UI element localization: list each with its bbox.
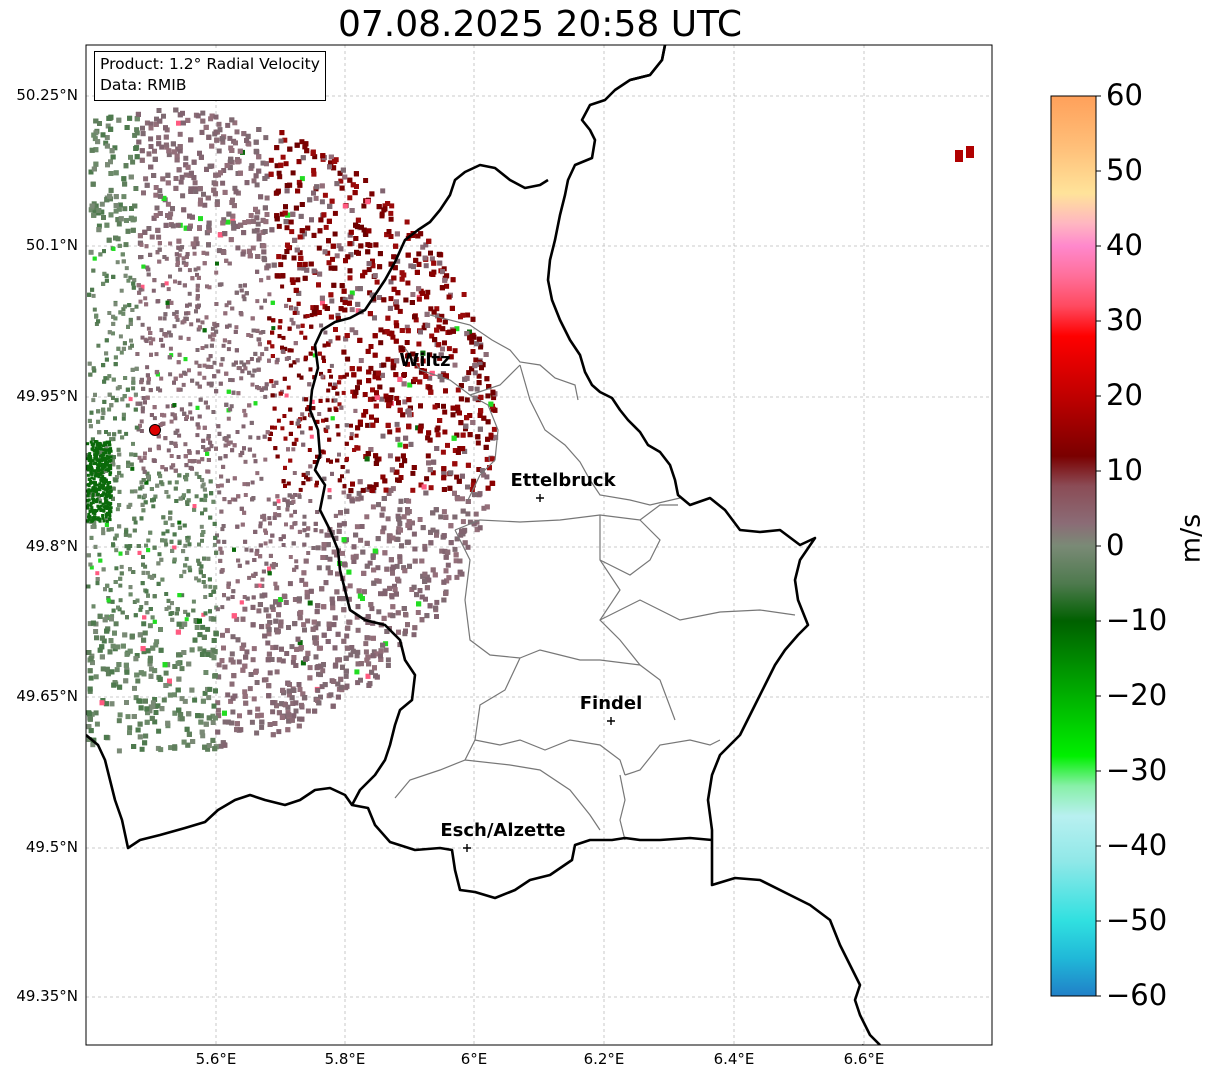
lat-label: 49.35°N bbox=[16, 987, 78, 1005]
colorbar-tick-label: −60 bbox=[1106, 978, 1168, 1012]
lon-label: 6.6°E bbox=[843, 1050, 885, 1068]
colorbar-tick-marks bbox=[1096, 95, 1101, 997]
city-label-ettelbruck: Ettelbruck bbox=[510, 470, 616, 491]
colorbar-tick-label: −30 bbox=[1106, 753, 1168, 787]
lon-label: 5.8°E bbox=[324, 1050, 366, 1068]
colorbar-tick-label: 40 bbox=[1106, 228, 1143, 262]
lat-label: 50.1°N bbox=[25, 236, 78, 254]
lon-label: 6.2°E bbox=[583, 1050, 625, 1068]
graticule bbox=[86, 45, 992, 1045]
radar-site-marker bbox=[149, 424, 161, 436]
lat-label: 49.8°N bbox=[25, 537, 78, 555]
city-markers bbox=[463, 494, 615, 852]
colorbar-tick-label: −50 bbox=[1106, 903, 1168, 937]
city-label-wiltz: Wiltz bbox=[399, 350, 451, 371]
city-marker bbox=[607, 717, 615, 725]
colorbar-tick-label: 10 bbox=[1106, 453, 1143, 487]
product-label: Product: 1.2° Radial Velocity bbox=[100, 55, 320, 73]
colorbar-tick-label: −40 bbox=[1106, 828, 1168, 862]
colorbar-tick-label: −10 bbox=[1106, 603, 1168, 637]
colorbar-tick-label: 50 bbox=[1106, 153, 1143, 187]
colorbar-tick-label: 20 bbox=[1106, 378, 1143, 412]
lon-label: 5.6°E bbox=[195, 1050, 237, 1068]
lat-label: 49.95°N bbox=[16, 387, 78, 405]
city-label-esch-alzette: Esch/Alzette bbox=[440, 820, 566, 841]
colorbar-tick-label: 60 bbox=[1106, 78, 1143, 112]
district-boundaries bbox=[394, 314, 796, 841]
colorbar-unit: m/s bbox=[1175, 513, 1207, 564]
lat-label: 50.25°N bbox=[16, 86, 78, 104]
lat-label: 49.5°N bbox=[25, 838, 78, 856]
city-marker bbox=[536, 494, 544, 502]
data-source-label: Data: RMIB bbox=[100, 76, 187, 94]
colorbar-tick-label: −20 bbox=[1106, 678, 1168, 712]
radar-echoes bbox=[86, 107, 974, 754]
city-marker bbox=[463, 844, 471, 852]
lat-label: 49.65°N bbox=[16, 687, 78, 705]
map-title: 07.08.2025 20:58 UTC bbox=[337, 4, 743, 45]
colorbar-tick-label: 0 bbox=[1106, 528, 1125, 562]
colorbar-tick-label: 30 bbox=[1106, 303, 1143, 337]
info-box: Product: 1.2° Radial Velocity Data: RMIB bbox=[94, 51, 326, 101]
city-label-findel: Findel bbox=[579, 693, 643, 714]
colorbar bbox=[1050, 95, 1097, 997]
map-frame bbox=[85, 44, 993, 1046]
country-borders bbox=[86, 45, 881, 1045]
lon-label: 6.4°E bbox=[713, 1050, 755, 1068]
lon-label: 6°E bbox=[460, 1050, 488, 1068]
